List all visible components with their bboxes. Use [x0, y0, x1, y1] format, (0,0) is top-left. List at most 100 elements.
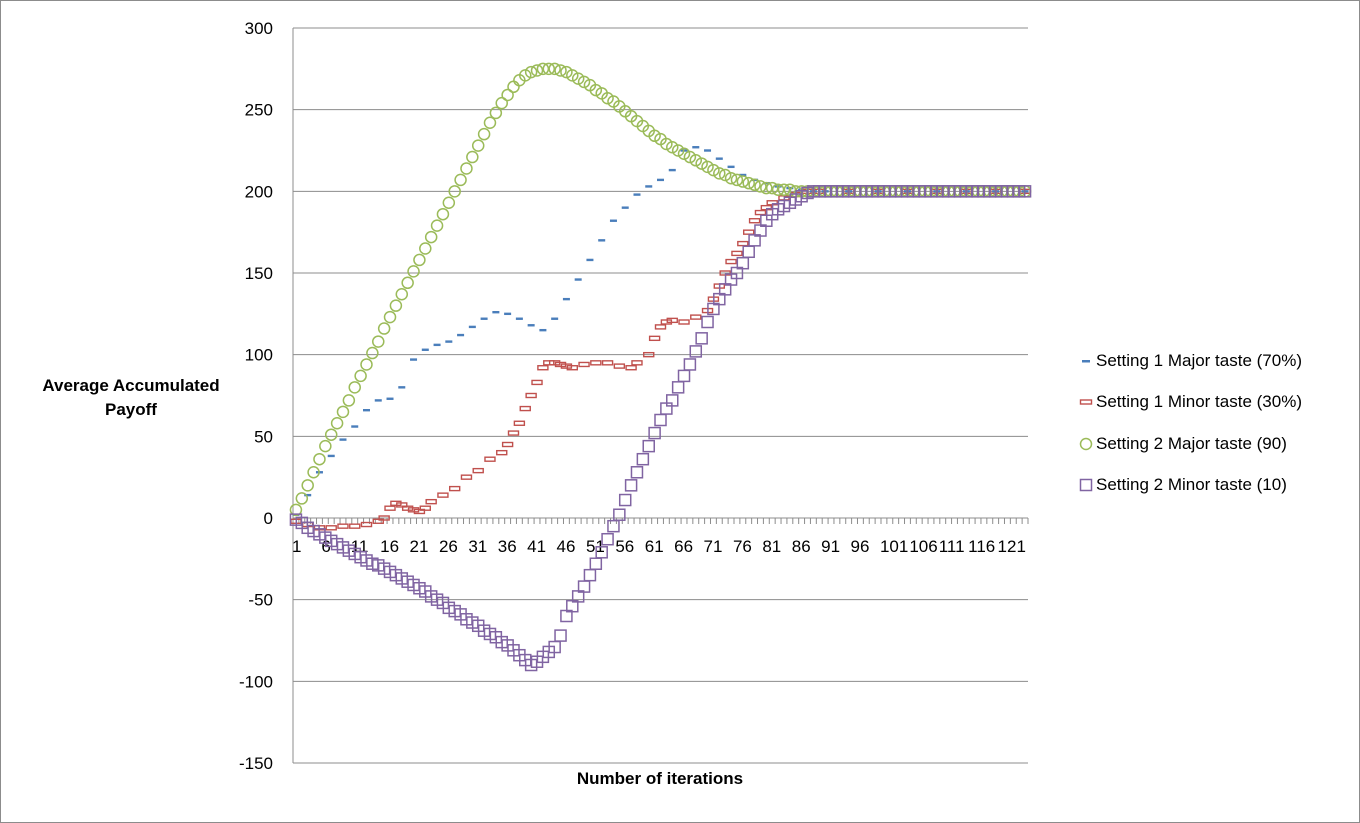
data-point: [630, 466, 644, 479]
data-point: [618, 493, 632, 507]
data-point: [437, 492, 449, 498]
x-axis: 1 6 1 1 16 21 26 31 36 41 46 51 56 61 66 71 76 81 86 91 96 10…: [292, 28, 1029, 763]
data-point: [666, 317, 678, 324]
data-point: [598, 239, 606, 242]
data-point: [625, 365, 637, 371]
data-point: [727, 165, 735, 169]
series-marks: [289, 62, 1032, 672]
data-point: [484, 456, 496, 462]
data-point: [319, 439, 332, 453]
data-point: [760, 181, 773, 195]
data-point: [480, 317, 488, 320]
x-tick-label: 121: [998, 537, 1026, 556]
data-point: [654, 413, 667, 427]
data-point: [671, 381, 685, 394]
data-point: [743, 229, 755, 235]
data-point: [419, 242, 432, 255]
data-point: [354, 369, 367, 383]
data-point: [624, 479, 638, 492]
data-point: [384, 505, 396, 511]
data-point: [645, 185, 653, 188]
x-tick-label: 91: [821, 537, 840, 556]
data-point: [543, 360, 555, 366]
data-point: [690, 314, 702, 320]
data-point: [460, 162, 473, 175]
data-point: [327, 454, 335, 458]
data-point: [330, 417, 344, 430]
x-tick-label: 56: [615, 537, 634, 556]
data-point: [389, 299, 403, 312]
data-point: [695, 157, 708, 170]
data-point: [519, 69, 532, 82]
data-point: [448, 185, 461, 198]
data-point: [530, 64, 544, 77]
data-point: [677, 147, 691, 161]
data-point: [348, 381, 361, 394]
y-tick-labels: -150 -100 -50 0 50 100 150 200 250 300: [239, 19, 273, 773]
data-point: [765, 181, 779, 195]
data-point: [560, 65, 573, 79]
data-point: [586, 258, 594, 262]
x-axis-label: Number of iterations: [576, 769, 744, 788]
data-point: [689, 154, 703, 167]
data-point: [377, 322, 391, 335]
data-point: [736, 175, 750, 188]
data-point: [562, 297, 570, 301]
data-point: [501, 88, 514, 102]
data-point: [633, 193, 641, 196]
data-point: [648, 335, 661, 342]
data-point: [324, 428, 338, 441]
data-point: [513, 420, 526, 426]
data-point: [689, 345, 703, 358]
data-point: [668, 168, 676, 172]
data-point: [460, 474, 473, 480]
data-point: [468, 325, 476, 329]
y-tick-label: -100: [239, 672, 273, 691]
data-point: [466, 150, 479, 164]
legend-item-setting2-minor: Setting 2 Minor taste (10): [1078, 465, 1302, 507]
data-point: [539, 328, 547, 332]
data-point: [737, 240, 749, 247]
data-point: [501, 441, 514, 448]
x-tick-label: 76: [733, 537, 752, 556]
rect-marker-icon: [1079, 399, 1093, 405]
data-point: [701, 315, 714, 329]
data-point: [621, 206, 629, 209]
data-point: [531, 379, 543, 386]
data-point: [648, 129, 661, 143]
data-point: [578, 361, 590, 368]
x-tick-label: 41: [527, 537, 546, 556]
series-4: [289, 185, 1032, 672]
data-point: [304, 493, 312, 497]
legend-label: Setting 1 Minor taste (30%): [1096, 392, 1302, 412]
series-3: [289, 62, 1032, 517]
x-tick-label: 86: [792, 537, 811, 556]
data-point: [730, 173, 744, 187]
data-point: [519, 405, 531, 412]
data-point: [648, 426, 661, 440]
x-tick-label: 26: [439, 537, 458, 556]
legend-item-setting1-major: Setting 1 Major taste (70%): [1078, 340, 1302, 382]
data-point: [515, 317, 523, 320]
legend-item-setting1-minor: Setting 1 Minor taste (30%): [1078, 382, 1302, 424]
series-2: [290, 188, 1031, 531]
data-point: [407, 265, 420, 278]
data-point: [421, 348, 429, 351]
y-tick-label: 250: [245, 101, 273, 120]
data-point: [524, 65, 538, 79]
data-point: [551, 317, 559, 320]
data-point: [715, 157, 723, 160]
data-point: [325, 525, 337, 531]
data-point: [489, 106, 503, 120]
data-point: [457, 333, 465, 337]
data-point: [613, 363, 626, 369]
data-point: [527, 324, 535, 327]
data-point: [589, 557, 603, 570]
data-point: [413, 253, 426, 267]
data-point: [313, 452, 326, 466]
data-point: [725, 258, 737, 265]
data-point: [295, 492, 309, 505]
data-point: [683, 150, 697, 164]
data-point: [1018, 185, 1032, 198]
data-point: [742, 176, 755, 190]
